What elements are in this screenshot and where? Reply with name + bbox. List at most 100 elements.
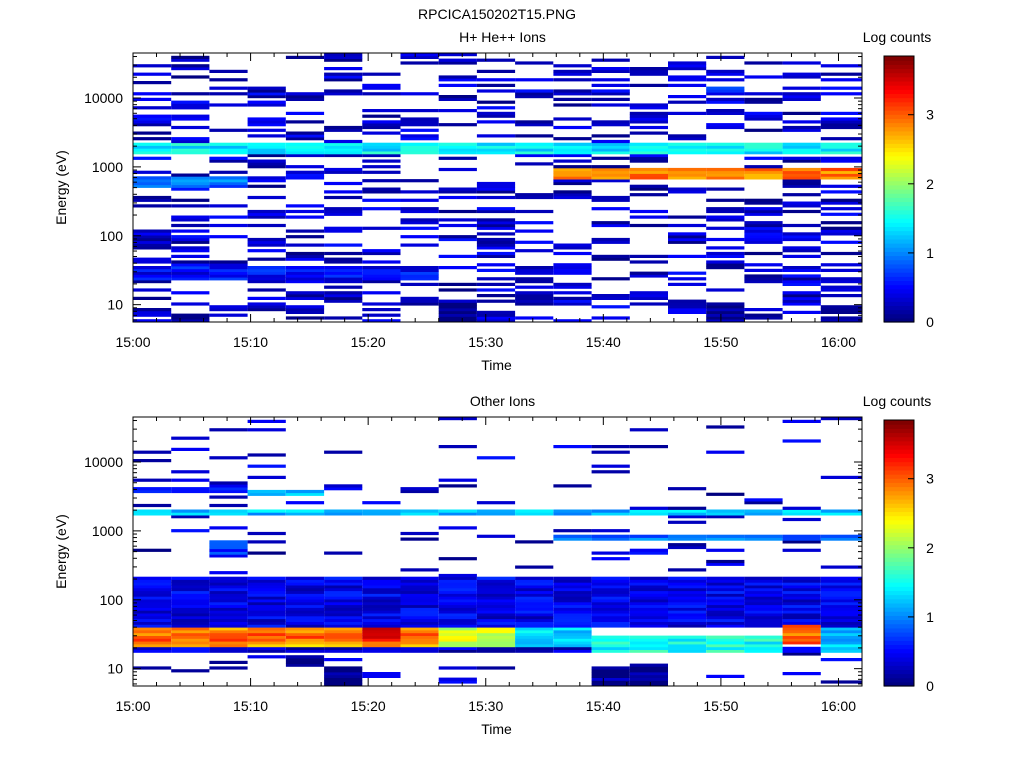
spectrogram-cell bbox=[362, 613, 401, 617]
spectrogram-cell bbox=[668, 167, 707, 172]
spectrogram-cell bbox=[285, 268, 325, 272]
spectrogram-cell bbox=[209, 646, 248, 650]
spectrogram-cell bbox=[744, 613, 783, 617]
colorbar-step bbox=[884, 478, 914, 483]
spectrogram-cell bbox=[133, 503, 172, 508]
spectrogram-cell bbox=[285, 582, 325, 586]
spectrogram-cell bbox=[515, 540, 554, 544]
spectrogram-cell bbox=[820, 251, 862, 256]
spectrogram-cell bbox=[668, 613, 707, 617]
spectrogram-cell bbox=[247, 92, 286, 96]
spectrogram-cell bbox=[285, 209, 325, 214]
spectrogram-cell bbox=[706, 151, 745, 155]
spectrogram-cell bbox=[668, 610, 707, 614]
spectrogram-cell bbox=[744, 501, 783, 505]
spectrogram-cell bbox=[553, 268, 592, 272]
spectrogram-cell bbox=[400, 487, 439, 491]
spectrogram-cell bbox=[782, 97, 821, 101]
spectrogram-cell bbox=[247, 601, 286, 606]
spectrogram-cell bbox=[820, 630, 862, 634]
spectrogram-cell bbox=[515, 618, 554, 622]
spectrogram-cell bbox=[171, 436, 210, 440]
spectrogram-cell bbox=[438, 627, 477, 631]
spectrogram-cell bbox=[247, 492, 286, 496]
spectrogram-cell bbox=[706, 69, 745, 73]
spectrogram-cell bbox=[247, 268, 286, 272]
colorbar-step bbox=[884, 110, 914, 115]
spectrogram-cell bbox=[591, 198, 630, 202]
spectrogram-cell bbox=[400, 235, 439, 239]
spectrogram-cell bbox=[591, 148, 630, 152]
spectrogram-cell bbox=[400, 209, 439, 214]
spectrogram-cell bbox=[285, 613, 325, 617]
colorbar-step bbox=[884, 255, 914, 261]
spectrogram-cell bbox=[820, 176, 862, 180]
spectrogram-cell bbox=[629, 148, 668, 152]
spectrogram-cell bbox=[247, 103, 286, 107]
spectrogram-cell bbox=[591, 615, 630, 620]
spectrogram-cell bbox=[629, 677, 668, 681]
spectrogram-cell bbox=[668, 190, 707, 194]
y-tick-label: 10 bbox=[107, 297, 123, 313]
spectrogram-cell bbox=[324, 53, 363, 57]
spectrogram-cell bbox=[782, 618, 821, 622]
spectrogram-cell bbox=[438, 53, 477, 57]
spectrogram-cell bbox=[171, 447, 210, 451]
spectrogram-cell bbox=[324, 607, 363, 611]
spectrogram-cell bbox=[133, 450, 172, 454]
spectrogram-cell bbox=[668, 223, 707, 228]
colorbar-step bbox=[884, 590, 914, 596]
spectrogram-cell bbox=[438, 142, 477, 146]
spectrogram-cell bbox=[515, 271, 554, 275]
spectrogram-cell bbox=[438, 254, 477, 258]
spectrogram-cell bbox=[515, 587, 554, 592]
spectrogram-cell bbox=[247, 223, 286, 228]
spectrogram-cell bbox=[706, 109, 745, 113]
spectrogram-cell bbox=[247, 134, 286, 138]
spectrogram-cell bbox=[324, 296, 363, 300]
spectrogram-cell bbox=[209, 176, 248, 180]
spectrogram-cell bbox=[744, 165, 783, 169]
spectrogram-cell bbox=[209, 610, 248, 614]
spectrogram-cell bbox=[324, 243, 363, 247]
spectrogram-cell bbox=[553, 512, 592, 516]
spectrogram-cell bbox=[629, 274, 668, 278]
spectrogram-cell bbox=[362, 632, 401, 636]
spectrogram-cell bbox=[744, 75, 783, 79]
spectrogram-cell bbox=[668, 585, 707, 589]
x-tick-label: 15:40 bbox=[586, 698, 621, 714]
spectrogram-cell bbox=[668, 520, 707, 524]
spectrogram-cell bbox=[209, 543, 248, 547]
spectrogram-cell bbox=[400, 198, 439, 202]
spectrogram-cell bbox=[133, 145, 172, 149]
spectrogram-cell bbox=[247, 453, 286, 457]
x-tick-label: 15:50 bbox=[703, 698, 738, 714]
spectrogram-cell bbox=[744, 280, 783, 284]
spectrogram-cell bbox=[324, 596, 363, 600]
spectrogram-cell bbox=[362, 576, 401, 580]
spectrogram-cell bbox=[171, 618, 210, 622]
spectrogram-cell bbox=[706, 78, 745, 82]
spectrogram-cell bbox=[744, 587, 783, 592]
spectrogram-cell bbox=[553, 251, 592, 256]
colorbar-step bbox=[884, 180, 914, 186]
colorbar-step bbox=[884, 444, 914, 450]
spectrogram-cell bbox=[515, 649, 554, 653]
spectrogram-cell bbox=[515, 268, 554, 272]
spectrogram-cell bbox=[629, 635, 668, 639]
spectrogram-cell bbox=[668, 509, 707, 513]
colorbar-step bbox=[884, 482, 914, 488]
spectrogram-cell bbox=[515, 78, 554, 82]
spectrogram-cell bbox=[247, 100, 286, 104]
spectrogram-cell bbox=[820, 184, 862, 188]
spectrogram-cell bbox=[515, 193, 554, 197]
spectrogram-cell bbox=[515, 151, 554, 155]
colorbar-step bbox=[884, 619, 914, 625]
spectrogram-cell bbox=[476, 100, 516, 104]
spectrogram-cell bbox=[247, 89, 286, 93]
spectrogram-cell bbox=[324, 484, 363, 488]
spectrogram-cell bbox=[438, 512, 477, 516]
colorbar-step bbox=[884, 661, 914, 666]
spectrogram-cell bbox=[591, 58, 630, 62]
spectrogram-cell bbox=[668, 151, 707, 155]
